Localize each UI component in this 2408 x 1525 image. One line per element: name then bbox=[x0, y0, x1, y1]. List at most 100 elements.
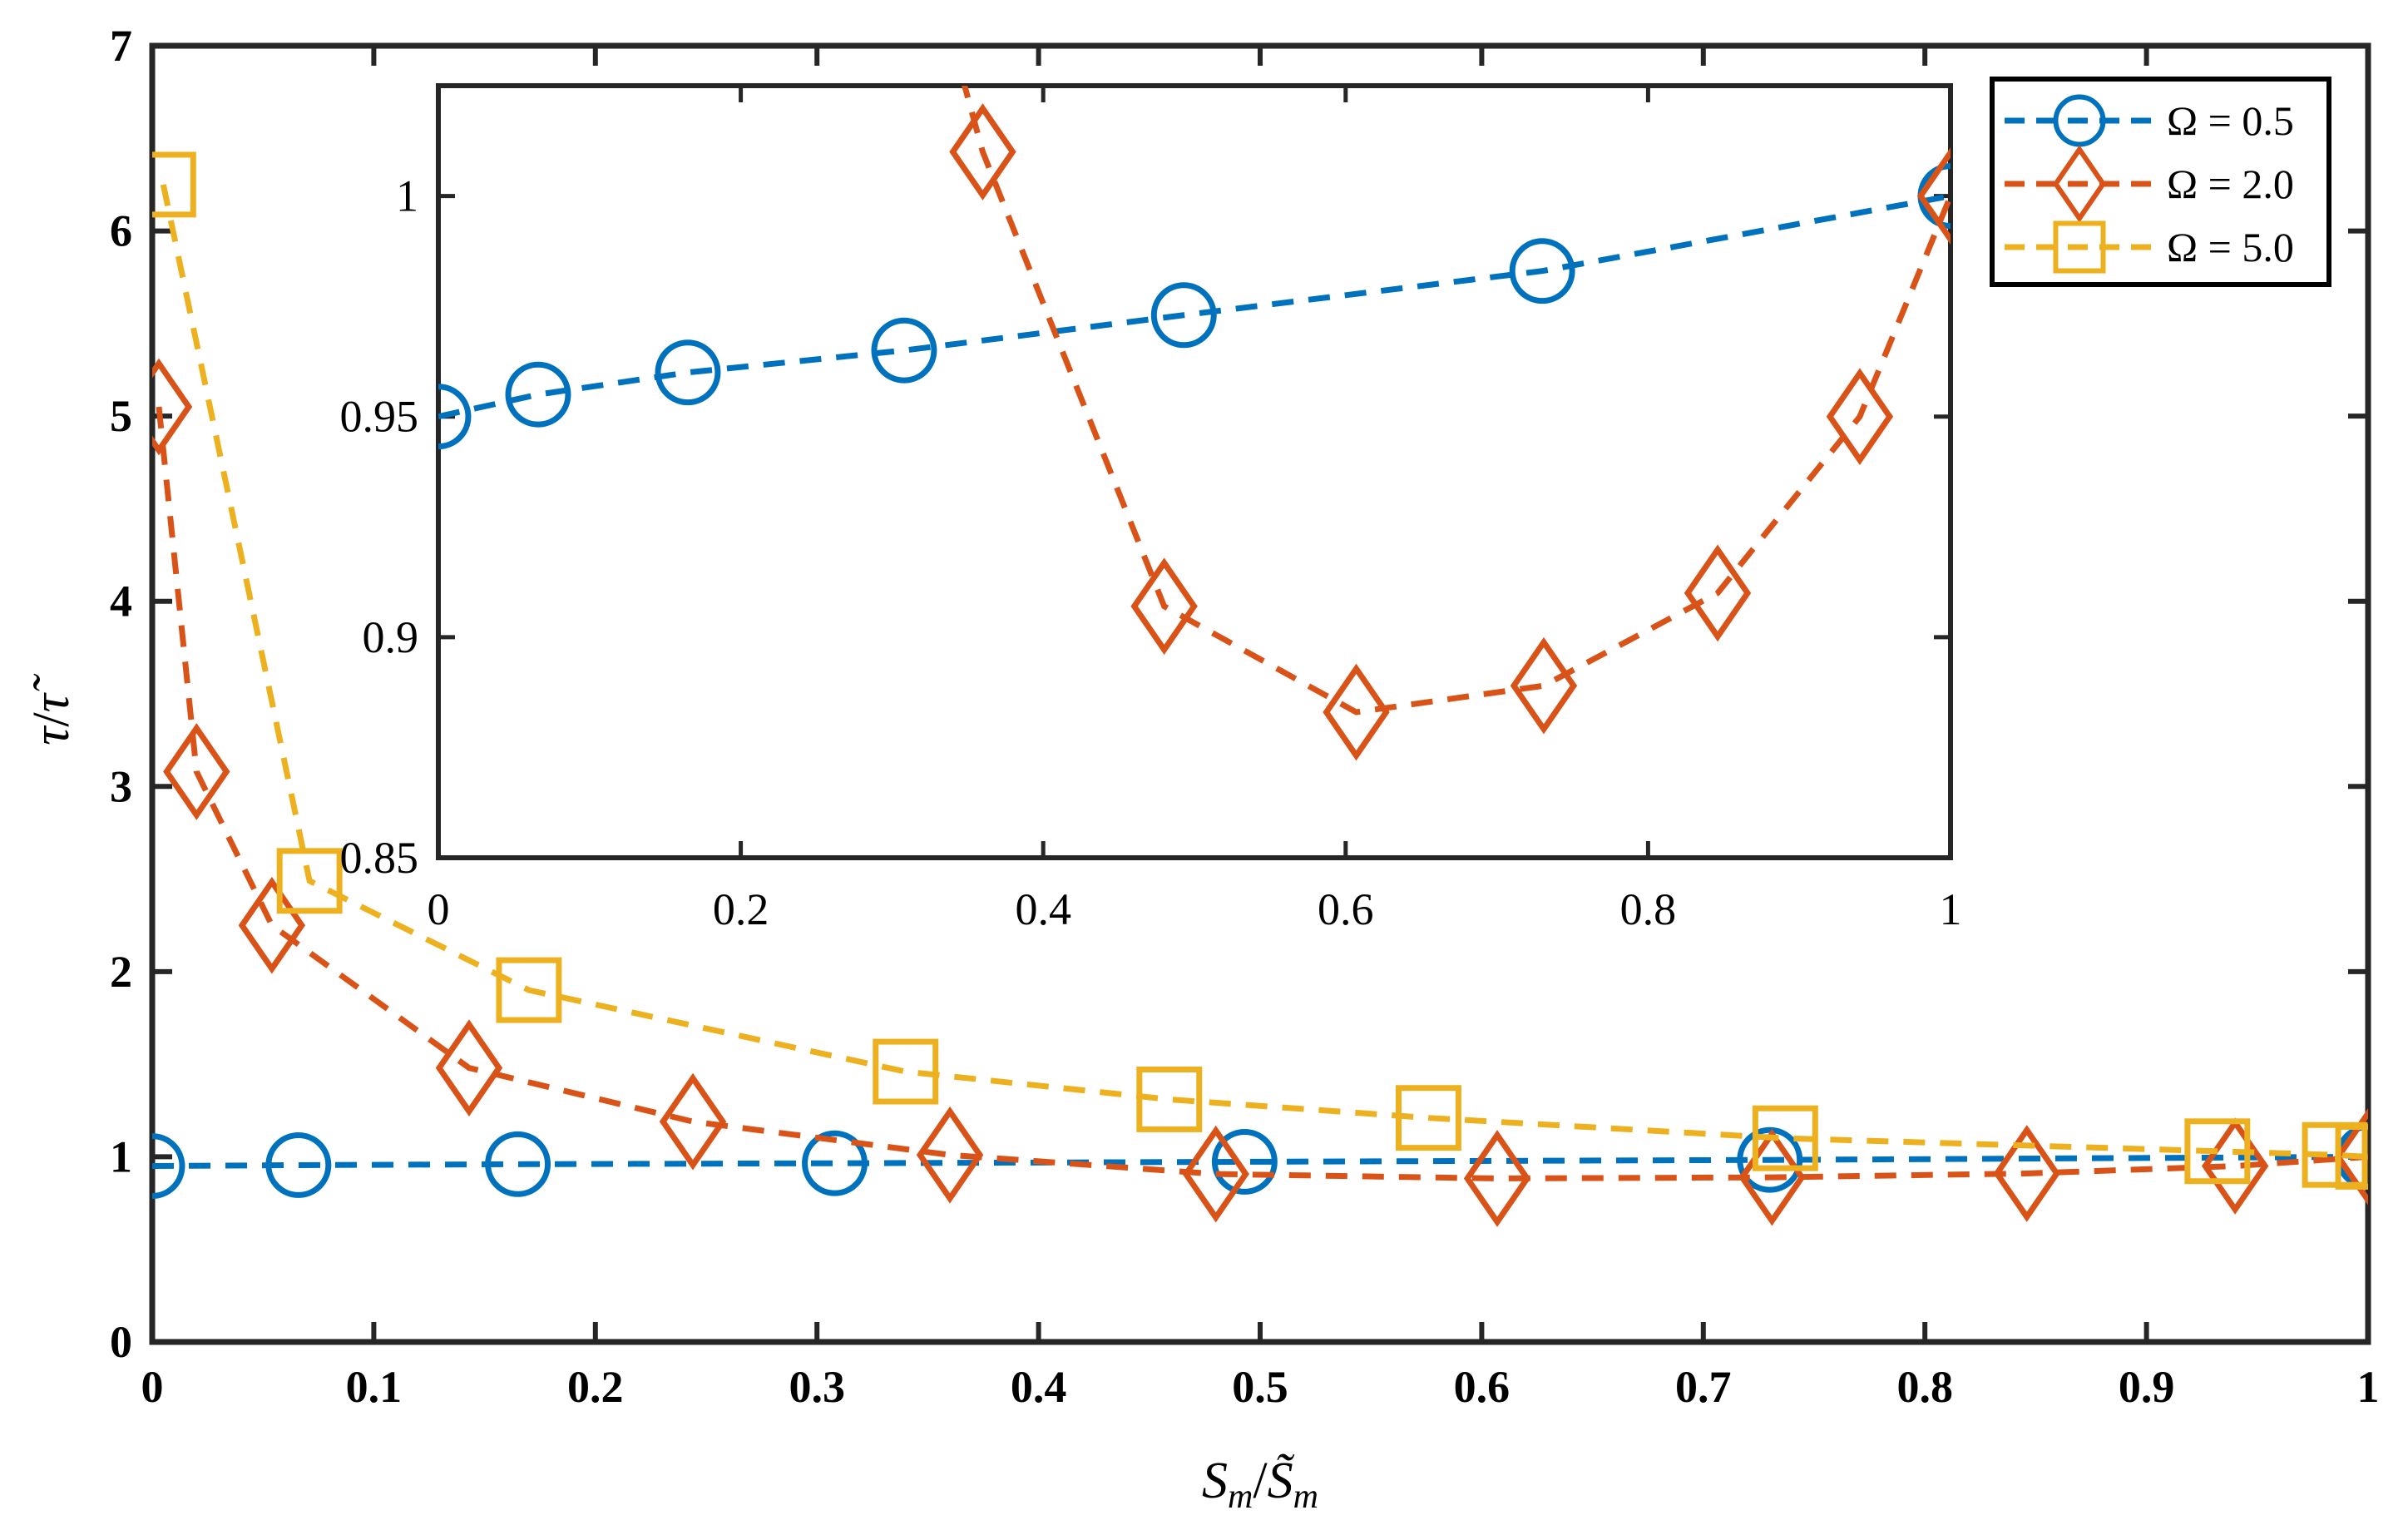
legend-label: Ω = 5.0 bbox=[2167, 224, 2294, 270]
main-xtick-label: 0.4 bbox=[1011, 1362, 1067, 1412]
inset-data-point bbox=[1684, 544, 1752, 642]
inset-xtick-label: 0 bbox=[428, 884, 450, 934]
inset-data-point bbox=[1510, 636, 1578, 735]
main-ytick-label: 7 bbox=[110, 21, 132, 71]
inset-xtick-label: 1 bbox=[1940, 884, 1962, 934]
main-data-point bbox=[802, 1130, 868, 1196]
main-xtick-label: 0.1 bbox=[346, 1362, 403, 1412]
main-ytick-label: 3 bbox=[110, 761, 132, 811]
main-data-point bbox=[1182, 1125, 1249, 1223]
main-series-diamond bbox=[152, 358, 2368, 1227]
main-xtick-label: 0.7 bbox=[1675, 1362, 1732, 1412]
y-axis-label-tau-tilde: τ̃ bbox=[23, 673, 80, 712]
main-series-line bbox=[156, 406, 2368, 1181]
main-xtick-label: 0.2 bbox=[567, 1362, 624, 1412]
legend-entry-diamond: Ω = 2.0 bbox=[2005, 145, 2294, 223]
main-xtick-label: 1 bbox=[2357, 1362, 2380, 1412]
legend-entry-square: Ω = 5.0 bbox=[2005, 220, 2294, 274]
main-xtick-label: 0.8 bbox=[1896, 1362, 1953, 1412]
inset-data-point bbox=[949, 103, 1016, 201]
inset-axes: 0 0.2 0.4 0.6 0.8 1 0.85 0.9 0.95 1 bbox=[340, 83, 1962, 934]
inset-data-point bbox=[438, 384, 472, 450]
main-xtick-label: 0 bbox=[141, 1362, 164, 1412]
main-data-point bbox=[152, 151, 196, 218]
main-ytick-label: 6 bbox=[110, 206, 132, 256]
inset-data-point bbox=[505, 361, 571, 428]
inset-plot-frame bbox=[436, 83, 1953, 860]
inset-data-point bbox=[1150, 282, 1217, 349]
inset-data-point bbox=[1323, 663, 1390, 761]
main-series-square bbox=[152, 151, 2368, 1190]
main-xtick-label: 0.9 bbox=[2119, 1362, 2175, 1412]
inset-series-layer bbox=[438, 86, 1951, 761]
legend-label: Ω = 0.5 bbox=[2167, 97, 2294, 144]
main-data-point bbox=[916, 1106, 984, 1204]
inset-xtick-label: 0.2 bbox=[713, 884, 769, 934]
inset-data-point bbox=[871, 317, 937, 384]
main-data-point bbox=[265, 1131, 332, 1198]
inset-data-point bbox=[1916, 147, 1951, 245]
legend-marker bbox=[2053, 220, 2106, 274]
inset-tick-labels: 0 0.2 0.4 0.6 0.8 1 0.85 0.9 0.95 1 bbox=[340, 171, 1962, 934]
inset-data-point bbox=[1826, 368, 1894, 466]
main-tick-labels: 0 0.1 0.2 0.3 0.4 0.5 0.6 0.7 0.8 0.9 1 0 1 2 3 4 5 6 7 bbox=[110, 21, 2380, 1412]
inset-data-point bbox=[1509, 238, 1575, 305]
inset-ticks bbox=[436, 86, 1953, 860]
main-series-layer bbox=[152, 151, 2368, 1227]
x-axis-label-sub: m bbox=[1228, 1478, 1253, 1516]
main-ytick-label: 0 bbox=[110, 1317, 132, 1367]
main-ticks bbox=[150, 43, 2371, 1344]
legend-entries: Ω = 0.5 Ω = 2.0 Ω = 5.0 bbox=[2005, 94, 2294, 274]
legend: Ω = 0.5 Ω = 2.0 Ω = 5.0 bbox=[1990, 77, 2331, 287]
main-data-point bbox=[485, 1131, 551, 1197]
main-data-point bbox=[152, 358, 193, 456]
main-xtick-label: 0.3 bbox=[789, 1362, 845, 1412]
x-axis-label-s-tilde: S̃ bbox=[1268, 1453, 1295, 1509]
main-xtick-label: 0.6 bbox=[1454, 1362, 1511, 1412]
inset-xtick-label: 0.6 bbox=[1318, 884, 1374, 934]
main-data-point bbox=[873, 1038, 939, 1105]
main-data-point bbox=[1993, 1125, 2060, 1222]
main-xtick-label: 0.5 bbox=[1232, 1362, 1288, 1412]
inset-xtick-label: 0.4 bbox=[1015, 884, 1071, 934]
legend-label: Ω = 2.0 bbox=[2167, 161, 2294, 207]
main-data-point bbox=[435, 1019, 503, 1117]
inset-series-line bbox=[962, 86, 1951, 715]
main-data-point bbox=[1463, 1130, 1531, 1227]
main-data-point bbox=[2302, 1121, 2368, 1188]
inset-ytick-label: 0.85 bbox=[340, 833, 419, 883]
inset-ytick-label: 1 bbox=[396, 171, 418, 221]
inset-data-point bbox=[655, 339, 721, 406]
main-data-point bbox=[659, 1072, 727, 1171]
main-ytick-label: 2 bbox=[110, 947, 132, 997]
main-data-point bbox=[2184, 1118, 2251, 1185]
main-ytick-label: 5 bbox=[110, 391, 132, 441]
main-ytick-label: 1 bbox=[110, 1131, 132, 1181]
legend-marker bbox=[2052, 145, 2107, 223]
x-axis-label-sub-2: m bbox=[1293, 1478, 1318, 1516]
x-axis-label-slash: / bbox=[1253, 1453, 1268, 1509]
legend-entry-circle: Ω = 0.5 bbox=[2005, 94, 2294, 147]
x-axis-label: Sm/S̃m bbox=[1202, 1453, 1318, 1516]
main-data-point bbox=[1136, 1066, 1203, 1132]
inset-data-point bbox=[1130, 557, 1198, 656]
inset-xtick-label: 0.8 bbox=[1620, 884, 1677, 934]
main-data-point bbox=[1396, 1085, 1461, 1151]
y-axis-label-tau: τ bbox=[23, 725, 80, 745]
main-data-point bbox=[1211, 1128, 1278, 1195]
main-data-point bbox=[163, 723, 230, 820]
inset-series-line bbox=[438, 193, 1951, 420]
main-data-point bbox=[1738, 1128, 1806, 1226]
y-axis-label: τ/τ̃ bbox=[23, 673, 80, 745]
y-axis-label-slash: / bbox=[23, 712, 80, 727]
main-data-point bbox=[1752, 1105, 1818, 1171]
inset-series-diamond bbox=[949, 86, 1951, 761]
main-data-point bbox=[152, 1133, 185, 1200]
main-ytick-label: 4 bbox=[110, 577, 132, 626]
main-data-point bbox=[1737, 1126, 1803, 1193]
main-data-point bbox=[2334, 1108, 2368, 1206]
main-data-point bbox=[2335, 1123, 2368, 1190]
legend-marker bbox=[2053, 94, 2106, 147]
